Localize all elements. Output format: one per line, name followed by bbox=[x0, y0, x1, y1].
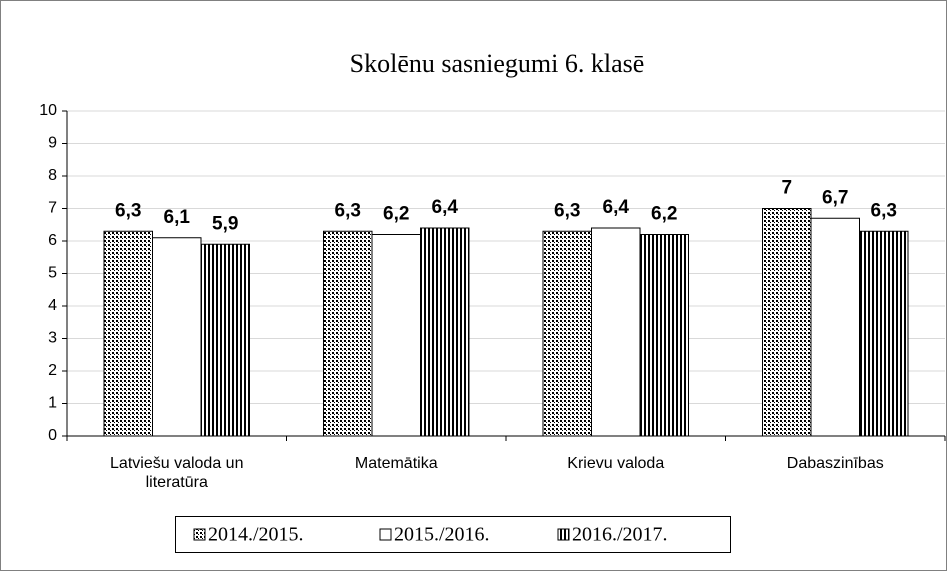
y-tick-label: 9 bbox=[48, 135, 57, 152]
y-tick-label: 6 bbox=[48, 232, 57, 249]
data-label: 6,2 bbox=[383, 204, 409, 225]
bar bbox=[542, 230, 592, 437]
y-tick-label: 0 bbox=[48, 427, 57, 444]
data-label: 6,7 bbox=[822, 187, 848, 208]
x-tick-label: Krievu valoda bbox=[567, 455, 665, 472]
y-tick-label: 8 bbox=[48, 167, 57, 184]
legend-swatch bbox=[379, 528, 392, 541]
y-tick-label: 4 bbox=[48, 297, 57, 314]
data-label: 6,3 bbox=[871, 200, 897, 221]
x-tick-label: Matemātika bbox=[354, 455, 438, 472]
y-tick-label: 10 bbox=[39, 102, 57, 119]
bar bbox=[762, 208, 812, 437]
data-label: 7 bbox=[781, 178, 792, 199]
data-label: 6,1 bbox=[164, 207, 191, 228]
y-tick-label: 3 bbox=[48, 330, 57, 347]
data-label: 5,9 bbox=[212, 213, 238, 234]
bar bbox=[371, 234, 421, 437]
x-tick-label: Latviešu valoda un literatūra bbox=[110, 455, 244, 491]
chart-title: Skolēnu sasniegumi 6. klasē bbox=[350, 49, 645, 78]
legend-label: 2015./2016. bbox=[394, 524, 490, 546]
bar bbox=[323, 230, 373, 437]
bar bbox=[859, 230, 909, 437]
legend-swatch bbox=[557, 528, 570, 541]
legend-label: 2016./2017. bbox=[572, 524, 668, 546]
y-tick-label: 7 bbox=[48, 200, 57, 217]
y-tick-label: 5 bbox=[48, 265, 57, 282]
legend-swatch bbox=[193, 528, 206, 541]
data-label: 6,3 bbox=[335, 200, 361, 221]
legend-label: 2014./2015. bbox=[208, 524, 304, 546]
bar bbox=[591, 227, 641, 437]
bar bbox=[639, 234, 689, 437]
data-label: 6,3 bbox=[554, 200, 580, 221]
y-tick-label: 1 bbox=[48, 395, 57, 412]
data-label: 6,4 bbox=[432, 197, 459, 218]
bar bbox=[420, 227, 470, 437]
bar bbox=[810, 217, 860, 437]
bar bbox=[103, 230, 153, 437]
x-tick-label: Dabaszinības bbox=[786, 455, 884, 472]
y-tick-label: 2 bbox=[48, 362, 57, 379]
bar bbox=[200, 243, 250, 437]
data-label: 6,2 bbox=[651, 204, 677, 225]
data-label: 6,4 bbox=[603, 197, 630, 218]
data-label: 6,3 bbox=[115, 200, 141, 221]
bar bbox=[152, 237, 202, 437]
legend-box bbox=[175, 516, 731, 553]
